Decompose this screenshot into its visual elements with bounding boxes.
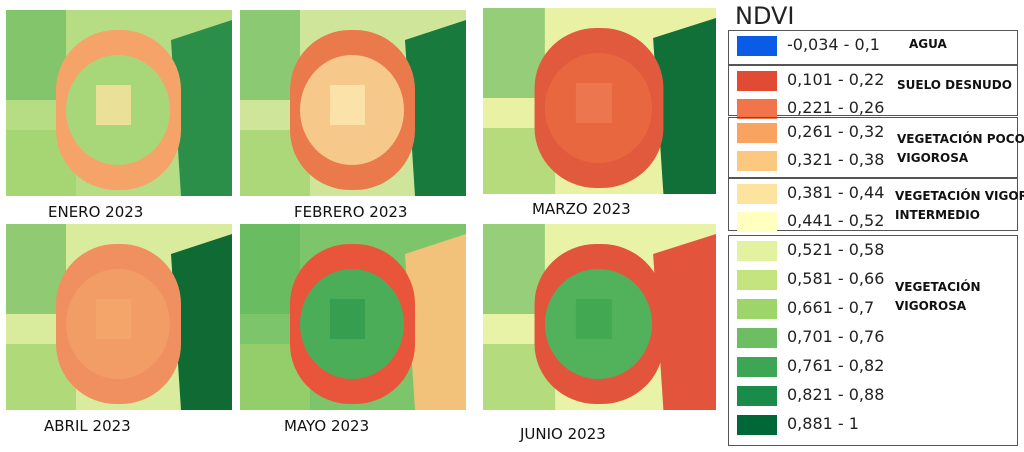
legend-swatch: [737, 357, 777, 377]
legend-range: 0,581 - 0,66: [787, 269, 885, 288]
ndvi-map-2: [240, 10, 466, 196]
ndvi-map-4: [6, 224, 232, 410]
legend-class-label: AGUA: [909, 37, 947, 51]
legend-range: 0,441 - 0,52: [787, 211, 885, 230]
legend-range: 0,101 - 0,22: [787, 70, 885, 89]
pivot-sector: [575, 299, 612, 339]
pivot-sector: [575, 83, 612, 123]
map-caption: ABRIL 2023: [44, 417, 131, 435]
legend-swatch: [737, 184, 777, 204]
ndvi-map-1: [6, 10, 232, 196]
map-caption: FEBRERO 2023: [294, 203, 408, 221]
field-patch-right: [405, 234, 466, 410]
pivot-sector: [96, 85, 131, 125]
ndvi-map-5: [240, 224, 466, 410]
legend-class-label: VEGETACIÓN VIGOROSA: [895, 280, 981, 313]
field-patch-right: [171, 20, 232, 196]
legend-swatch: [737, 415, 777, 435]
legend-range: -0,034 - 0,1: [787, 35, 880, 54]
field-patch: [483, 8, 545, 98]
legend-range: 0,381 - 0,44: [787, 183, 885, 202]
field-patch: [240, 10, 300, 100]
field-patch-right: [171, 234, 232, 410]
field-patch-right: [653, 18, 716, 194]
legend-group: 0,381 - 0,44 0,441 - 0,52 VEGETACIÓN VIGOR…: [728, 178, 1024, 232]
legend-range: 0,761 - 0,82: [787, 356, 885, 375]
legend-class-label: SUELO DESNUDO: [897, 78, 1012, 92]
legend-swatch: [737, 71, 777, 91]
legend-group: 0,261 - 0,32 0,321 - 0,38 VEGETACIÓN POCO …: [728, 117, 1024, 178]
legend-swatch: [737, 299, 777, 319]
legend-swatch: [737, 328, 777, 348]
legend-swatch: [737, 386, 777, 406]
map-caption: MAYO 2023: [284, 417, 370, 435]
legend-swatch: [737, 36, 777, 56]
field-patch: [240, 224, 300, 314]
ndvi-map-6: [483, 224, 716, 410]
legend-range: 0,261 - 0,32: [787, 122, 885, 141]
legend-range: 0,221 - 0,26: [787, 98, 885, 117]
legend-swatch: [737, 151, 777, 171]
legend-range: 0,321 - 0,38: [787, 150, 885, 169]
field-patch-right: [405, 20, 466, 196]
pivot-sector: [330, 299, 365, 339]
legend-swatch: [737, 123, 777, 143]
legend-group: -0,034 - 0,1 AGUA: [728, 30, 1018, 65]
legend-range: 0,701 - 0,76: [787, 327, 885, 346]
legend-class-label: VEGETACIÓN VIGOR INTERMEDIO: [895, 189, 1024, 222]
map-caption: MARZO 2023: [532, 200, 631, 218]
legend-range: 0,661 - 0,7: [787, 298, 875, 317]
field-patch: [483, 224, 545, 314]
legend-class-label: VEGETACIÓN POCO VIGOROSA: [897, 132, 1024, 165]
legend-group: 0,101 - 0,22 0,221 - 0,26 SUELO DESNUDO: [728, 65, 1018, 119]
legend-swatch: [737, 270, 777, 290]
legend-swatch: [737, 241, 777, 261]
legend-range: 0,821 - 0,88: [787, 385, 885, 404]
map-caption: JUNIO 2023: [520, 425, 606, 443]
legend-swatch: [737, 212, 777, 232]
legend-range: 0,881 - 1: [787, 414, 859, 433]
legend-range: 0,521 - 0,58: [787, 240, 885, 259]
pivot-sector: [96, 299, 131, 339]
pivot-sector: [330, 85, 365, 125]
field-patch-right: [653, 234, 716, 410]
field-patch: [6, 10, 66, 100]
map-caption: ENERO 2023: [48, 203, 144, 221]
legend-swatch: [737, 99, 777, 119]
legend-title: NDVI: [735, 2, 795, 30]
legend-group: 0,521 - 0,58 0,581 - 0,66 0,661 - 0,7 0,701…: [728, 235, 1018, 446]
field-patch: [6, 224, 66, 314]
ndvi-map-3: [483, 8, 716, 194]
